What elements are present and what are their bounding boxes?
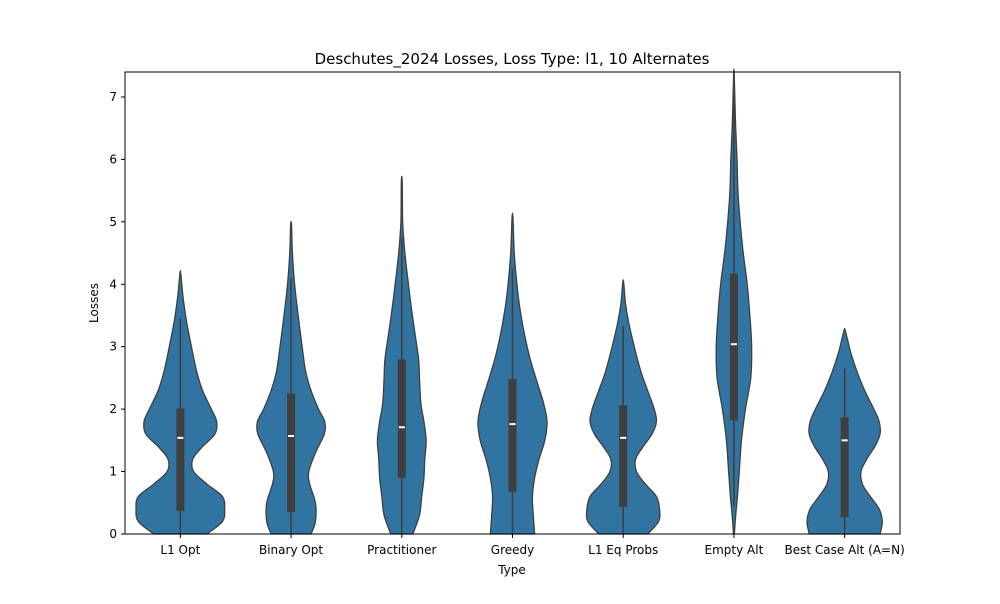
chart-title: Deschutes_2024 Losses, Loss Type: l1, 10… xyxy=(315,50,710,69)
violin-iqr-box xyxy=(176,408,185,511)
violin-iqr-box xyxy=(619,405,628,508)
x-tick-label: L1 Opt xyxy=(160,543,200,557)
y-tick-label: 6 xyxy=(109,152,117,166)
y-tick-label: 1 xyxy=(109,465,117,479)
y-axis-label: Losses xyxy=(87,283,101,323)
y-tick-label: 0 xyxy=(109,527,117,541)
x-tick-label: Empty Alt xyxy=(705,543,764,557)
y-tick-label: 5 xyxy=(109,215,117,229)
x-tick-label: L1 Eq Probs xyxy=(588,543,658,557)
x-tick-label: Binary Opt xyxy=(259,543,323,557)
violin-iqr-box xyxy=(840,417,849,518)
x-tick-label: Greedy xyxy=(491,543,534,557)
x-tick-label: Practitioner xyxy=(367,543,436,557)
x-axis: L1 Opt Binary Opt Practitioner Greedy L1 Eq … xyxy=(160,534,905,557)
y-tick-label: 7 xyxy=(109,90,117,104)
y-tick-label: 3 xyxy=(109,340,117,354)
x-tick-label: Best Case Alt (A=N) xyxy=(785,543,905,557)
violin-iqr-box xyxy=(508,379,517,493)
violin-iqr-box xyxy=(287,393,296,513)
y-axis: 0 1 2 3 4 5 6 7 xyxy=(109,90,125,541)
violin-iqr-box xyxy=(397,359,406,478)
violin-group xyxy=(135,68,883,535)
y-tick-label: 4 xyxy=(109,277,117,291)
y-tick-label: 2 xyxy=(109,402,117,416)
x-axis-label: Type xyxy=(497,563,526,577)
violin-iqr-box xyxy=(729,273,738,421)
